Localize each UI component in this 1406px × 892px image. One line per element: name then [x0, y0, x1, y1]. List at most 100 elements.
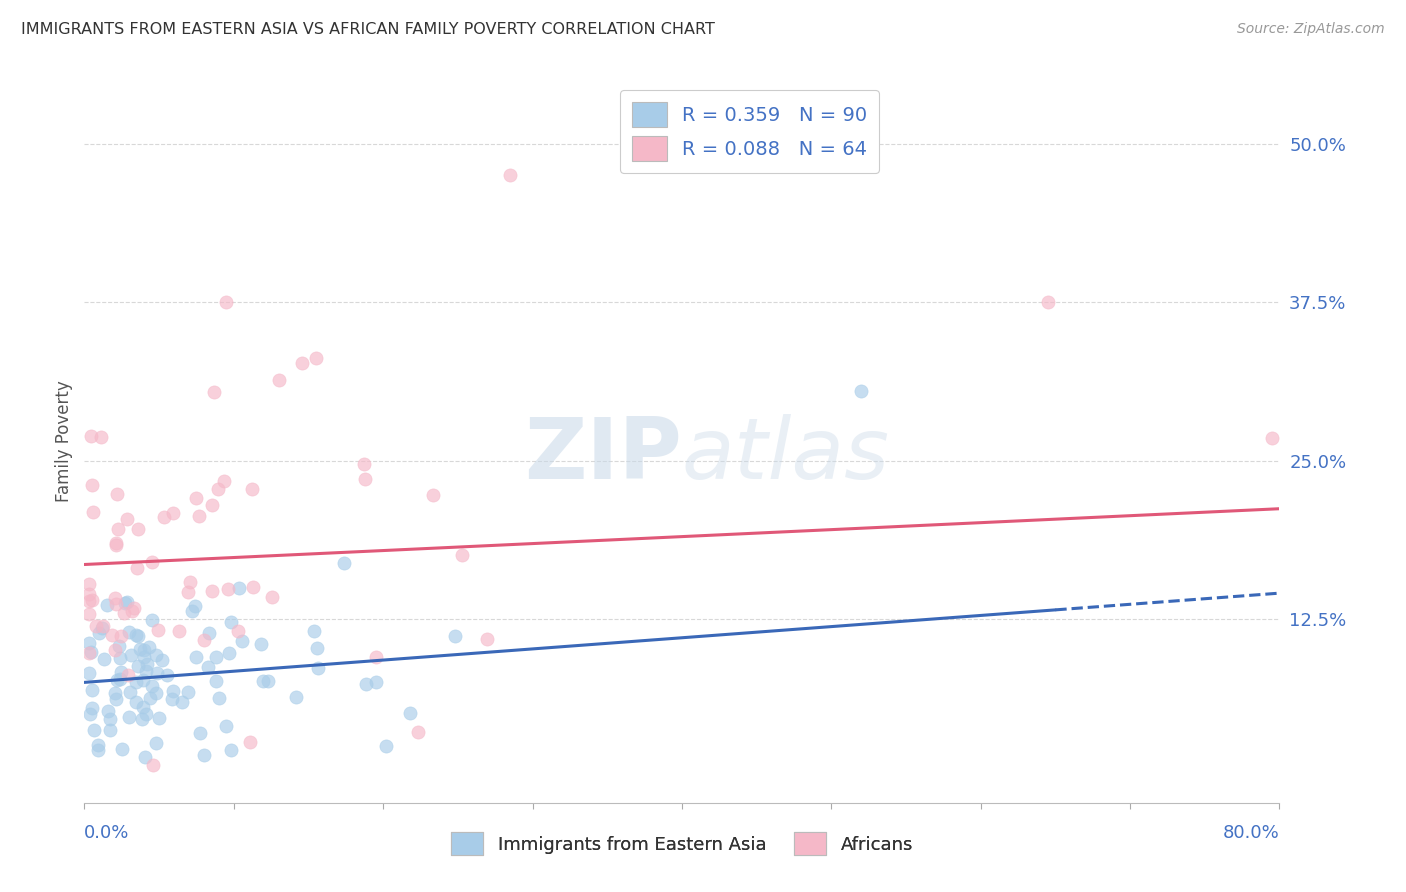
Point	[153, 509, 176, 524]
Point	[145, 666, 167, 681]
Point	[333, 556, 356, 570]
Point	[180, 604, 202, 618]
Point	[198, 626, 221, 640]
Point	[207, 482, 229, 496]
Point	[269, 373, 291, 387]
Point	[305, 351, 328, 366]
Point	[193, 747, 215, 762]
Point	[146, 623, 169, 637]
Point	[90, 430, 112, 444]
Point	[87, 739, 110, 753]
Point	[80, 683, 103, 698]
Point	[132, 642, 155, 657]
Point	[82, 505, 104, 519]
Point	[139, 690, 162, 705]
Point	[162, 506, 184, 520]
Point	[90, 621, 112, 635]
Point	[201, 584, 224, 599]
Point	[77, 665, 100, 680]
Point	[218, 646, 240, 660]
Point	[242, 580, 264, 594]
Point	[256, 673, 278, 688]
Point	[105, 673, 128, 688]
Text: atlas: atlas	[682, 415, 890, 498]
Point	[82, 478, 104, 492]
Point	[134, 750, 156, 764]
Point	[115, 595, 138, 609]
Point	[1036, 295, 1059, 310]
Point	[108, 639, 131, 653]
Point	[398, 706, 420, 721]
Point	[219, 615, 242, 629]
Y-axis label: Family Poverty: Family Poverty	[55, 381, 73, 502]
Point	[212, 474, 235, 488]
Point	[127, 629, 149, 643]
Point	[208, 690, 231, 705]
Point	[104, 536, 127, 550]
Point	[80, 701, 103, 715]
Point	[105, 487, 128, 501]
Point	[240, 482, 263, 496]
Point	[184, 650, 207, 665]
Point	[167, 624, 190, 638]
Point	[160, 692, 183, 706]
Text: 80.0%: 80.0%	[1223, 824, 1279, 842]
Point	[135, 707, 157, 722]
Point	[105, 597, 128, 611]
Point	[375, 739, 398, 754]
Point	[231, 633, 253, 648]
Point	[145, 648, 167, 663]
Point	[121, 604, 143, 618]
Text: IMMIGRANTS FROM EASTERN ASIA VS AFRICAN FAMILY POVERTY CORRELATION CHART: IMMIGRANTS FROM EASTERN ASIA VS AFRICAN …	[21, 22, 716, 37]
Text: Source: ZipAtlas.com: Source: ZipAtlas.com	[1237, 22, 1385, 37]
Text: 0.0%: 0.0%	[84, 824, 129, 842]
Point	[129, 642, 152, 657]
Point	[444, 629, 467, 643]
Point	[353, 457, 375, 471]
Point	[104, 538, 127, 552]
Point	[262, 591, 284, 605]
Point	[141, 555, 163, 569]
Point	[83, 723, 105, 737]
Point	[110, 629, 132, 643]
Point	[98, 712, 121, 726]
Point	[97, 704, 120, 718]
Point	[100, 723, 122, 738]
Point	[117, 668, 139, 682]
Point	[77, 607, 100, 621]
Point	[101, 628, 124, 642]
Point	[148, 711, 170, 725]
Point	[104, 692, 127, 706]
Point	[84, 619, 107, 633]
Point	[204, 649, 226, 664]
Point	[188, 726, 211, 740]
Point	[304, 624, 326, 638]
Point	[80, 645, 103, 659]
Point	[1261, 431, 1284, 445]
Point	[127, 658, 149, 673]
Point	[170, 696, 193, 710]
Point	[132, 673, 155, 688]
Point	[107, 522, 129, 536]
Point	[104, 642, 127, 657]
Point	[125, 674, 148, 689]
Point	[406, 724, 429, 739]
Point	[142, 757, 165, 772]
Point	[110, 665, 132, 679]
Point	[131, 712, 153, 726]
Point	[132, 699, 155, 714]
Point	[215, 295, 238, 310]
Point	[184, 599, 207, 614]
Point	[217, 582, 239, 597]
Point	[118, 709, 141, 723]
Point	[114, 596, 136, 610]
Point	[291, 356, 314, 370]
Point	[127, 522, 149, 536]
Point	[307, 640, 329, 655]
Point	[364, 650, 387, 665]
Point	[117, 512, 139, 526]
Point	[354, 677, 377, 691]
Point	[201, 498, 224, 512]
Point	[104, 591, 127, 606]
Point	[205, 674, 228, 689]
